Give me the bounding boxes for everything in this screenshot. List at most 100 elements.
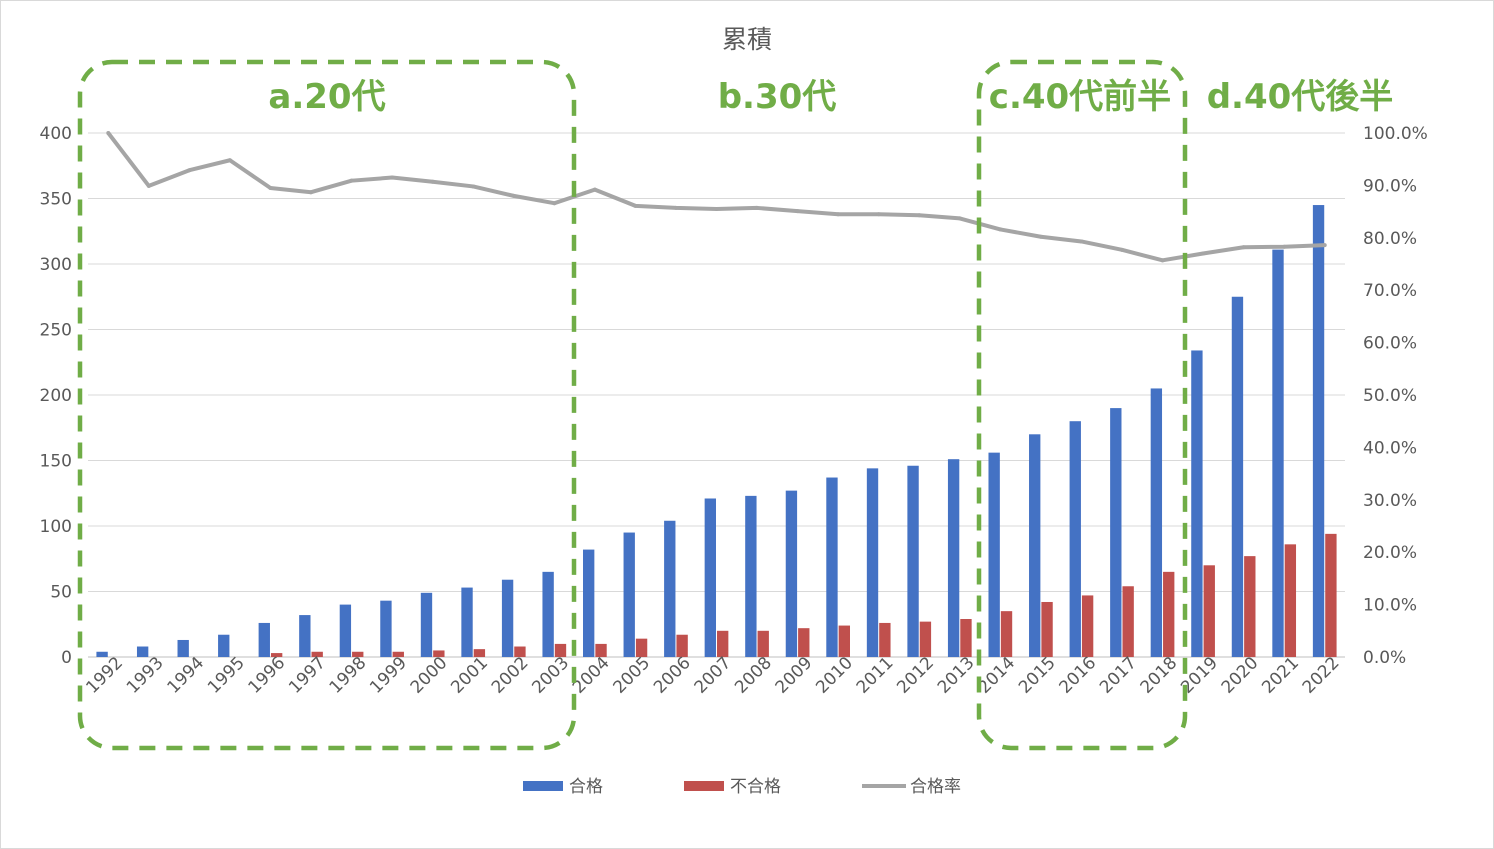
bar-fail (757, 630, 769, 657)
x-tick-label: 2010 (812, 653, 857, 698)
legend-swatch (523, 781, 563, 791)
line-point (390, 175, 395, 180)
bar-pass (907, 465, 919, 657)
bar-pass (339, 604, 352, 657)
bar-fail (1284, 544, 1297, 657)
y-right-tick-label: 30.0% (1363, 491, 1417, 511)
x-tick-label: 2008 (731, 653, 776, 698)
line-point (917, 213, 922, 218)
line-point (1241, 245, 1246, 250)
y-right-tick-label: 50.0% (1363, 386, 1417, 406)
line-point (146, 183, 151, 188)
y-left-tick-label: 400 (40, 124, 72, 144)
line-point (430, 179, 435, 184)
y-right-tick-label: 70.0% (1363, 281, 1417, 301)
legend-swatch (684, 781, 724, 791)
x-tick-label: 2007 (691, 653, 736, 698)
region-box (77, 59, 577, 751)
line-point (1119, 247, 1124, 252)
x-tick-label: 1996 (245, 653, 290, 698)
y-right-tick-label: 80.0% (1363, 229, 1417, 249)
line-point (349, 178, 354, 183)
bar-fail (270, 653, 283, 657)
line-point (1079, 239, 1084, 244)
bar-fail (838, 625, 850, 657)
line-point (592, 187, 597, 192)
bar-fail (1000, 611, 1013, 657)
y-right-tick-label: 20.0% (1363, 543, 1417, 563)
bar-fail (1081, 595, 1094, 657)
line-series (106, 131, 1327, 263)
x-tick-label: 2011 (853, 653, 898, 698)
bar-fail (635, 638, 648, 657)
line-point (673, 205, 678, 210)
line-point (552, 201, 557, 206)
line-point (1282, 244, 1287, 249)
x-tick-label: 2022 (1299, 653, 1344, 698)
bar-fail (554, 643, 567, 657)
bar-fail (514, 646, 526, 657)
y-right-tick-label: 60.0% (1363, 334, 1417, 354)
x-tick-label: 2001 (447, 653, 492, 698)
line-point (106, 131, 111, 135)
bar-pass (1231, 296, 1244, 657)
bar-pass (1029, 434, 1041, 657)
bar-fail (595, 643, 607, 657)
x-tick-label: 2012 (893, 653, 938, 698)
y-right-tick-label: 100.0% (1363, 124, 1428, 144)
legend: 合格 不合格 合格率 (523, 777, 961, 797)
y-axis-right: 0.0% 10.0% 20.0% 30.0% 40.0% 50.0% 60.0% 70.0% 8… (1363, 124, 1428, 668)
legend-label: 不合格 (730, 777, 781, 797)
region-label: a.20代 (268, 77, 385, 117)
bar-pass (866, 468, 879, 657)
line-point (1160, 258, 1165, 263)
x-tick-label: 2002 (488, 653, 533, 698)
bar-pass (299, 615, 311, 657)
line-point (957, 216, 962, 221)
bar-fail (1244, 556, 1256, 657)
y-left-tick-label: 0 (61, 648, 72, 668)
bar-fail (879, 622, 891, 657)
bar-fail (311, 651, 323, 657)
bar-fail (433, 650, 445, 657)
x-tick-label: 1997 (285, 653, 330, 698)
line-point (227, 158, 232, 163)
bar-fail (1325, 533, 1337, 657)
y-right-tick-label: 10.0% (1363, 596, 1417, 616)
bar-fail (717, 630, 729, 657)
y-left-tick-label: 150 (40, 452, 72, 472)
line-point (309, 190, 314, 195)
legend-label: 合格率 (910, 777, 961, 797)
region-label: d.40代後半 (1207, 77, 1394, 117)
bar-pass (380, 600, 392, 657)
x-tick-label: 2015 (1015, 653, 1060, 698)
x-tick-label: 1999 (366, 653, 411, 698)
bar-fail (473, 649, 486, 657)
x-tick-label: 2009 (772, 653, 817, 698)
bar-pass (583, 549, 595, 657)
x-tick-label: 1993 (123, 653, 168, 698)
line-point (471, 184, 476, 189)
bar-fail (1122, 586, 1134, 657)
bar-pass (136, 646, 149, 657)
y-axis-left: 0 50 100 150 200 250 300 350 400 (40, 124, 72, 668)
line-point (795, 209, 800, 214)
bar-pass (461, 587, 473, 657)
bar-pass (1069, 421, 1081, 657)
chart-title: 累積 (722, 25, 772, 54)
bar-pass (704, 498, 716, 657)
bar-pass (1312, 205, 1325, 658)
x-tick-label: 1998 (326, 653, 371, 698)
x-tick-label: 2016 (1056, 653, 1101, 698)
bar-pass (1110, 408, 1122, 657)
bar-pass (218, 634, 230, 657)
y-left-tick-label: 300 (40, 255, 72, 275)
bar-pass (420, 592, 433, 657)
bar-fail (798, 628, 810, 657)
y-left-tick-label: 50 (50, 583, 72, 603)
y-left-tick-label: 250 (40, 321, 72, 341)
x-tick-label: 2021 (1258, 653, 1303, 698)
x-tick-label: 2005 (609, 653, 654, 698)
bar-fail (352, 651, 364, 657)
